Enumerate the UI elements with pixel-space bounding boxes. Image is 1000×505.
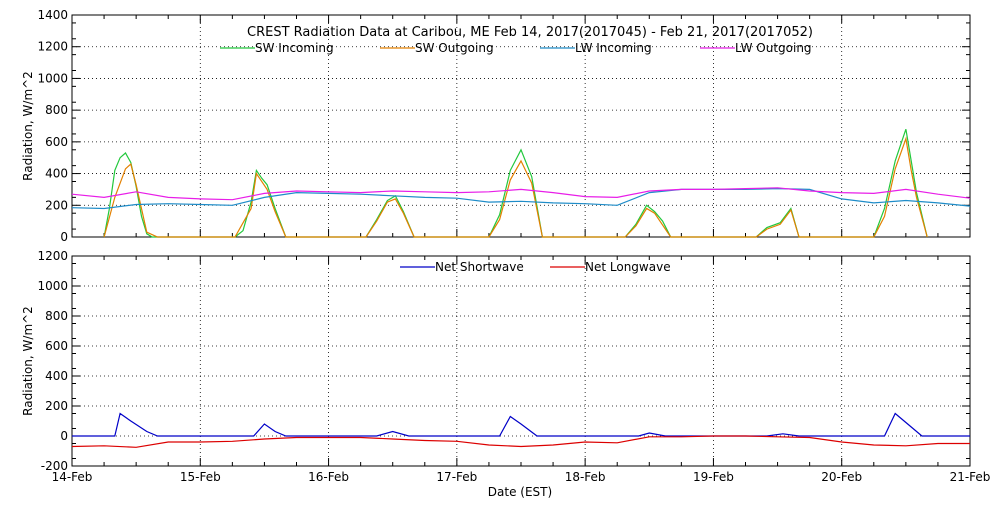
series-line-lw-outgoing (71, 187, 971, 201)
legend-label: SW Incoming (255, 41, 334, 55)
plot-frame-1 (71, 14, 971, 238)
series-line-lw-incoming (71, 187, 971, 210)
y-tick-label: 400 (45, 369, 68, 383)
y-tick-label: 1200 (37, 40, 68, 54)
y-tick-label: 600 (45, 339, 68, 353)
legend-label: LW Outgoing (735, 41, 812, 55)
x-tick-label: 20-Feb (821, 470, 862, 484)
x-tick-label: 21-Feb (950, 470, 991, 484)
y-tick-label: 1200 (37, 249, 68, 263)
y-axis-label: Radiation, W/m^2 (21, 306, 35, 416)
x-tick-label: 14-Feb (52, 470, 93, 484)
y-tick-label: 400 (45, 167, 68, 181)
y-tick-label: 1400 (37, 8, 68, 22)
x-tick-label: 16-Feb (308, 470, 349, 484)
y-tick-label: 1000 (37, 71, 68, 85)
x-tick-label: 17-Feb (436, 470, 477, 484)
legend-label: SW Outgoing (415, 41, 494, 55)
series-line-net-longwave (71, 435, 970, 448)
y-tick-label: 0 (60, 230, 68, 244)
series-line-net-shortwave (72, 412, 970, 437)
plot-frame-2 (71, 255, 971, 467)
y-tick-label: 600 (45, 135, 68, 149)
y-tick-label: 0 (60, 429, 68, 443)
y-tick-label: 200 (45, 399, 68, 413)
legend-label: Net Longwave (585, 260, 671, 274)
legend-label: LW Incoming (575, 41, 652, 55)
x-tick-label: 19-Feb (693, 470, 734, 484)
series-line-sw-outgoing (103, 136, 928, 238)
y-tick-label: -200 (41, 459, 68, 473)
y-axis-label: Radiation, W/m^2 (21, 71, 35, 181)
chart-title: CREST Radiation Data at Caribou, ME Feb … (247, 25, 813, 40)
y-tick-label: 800 (45, 103, 68, 117)
legend-label: Net Shortwave (435, 260, 524, 274)
y-tick-label: 200 (45, 198, 68, 212)
y-tick-label: 800 (45, 309, 68, 323)
x-tick-label: 15-Feb (180, 470, 221, 484)
x-axis-label: Date (EST) (488, 485, 552, 499)
series-line-sw-incoming (103, 129, 928, 238)
x-tick-label: 18-Feb (565, 470, 606, 484)
y-tick-label: 1000 (37, 279, 68, 293)
